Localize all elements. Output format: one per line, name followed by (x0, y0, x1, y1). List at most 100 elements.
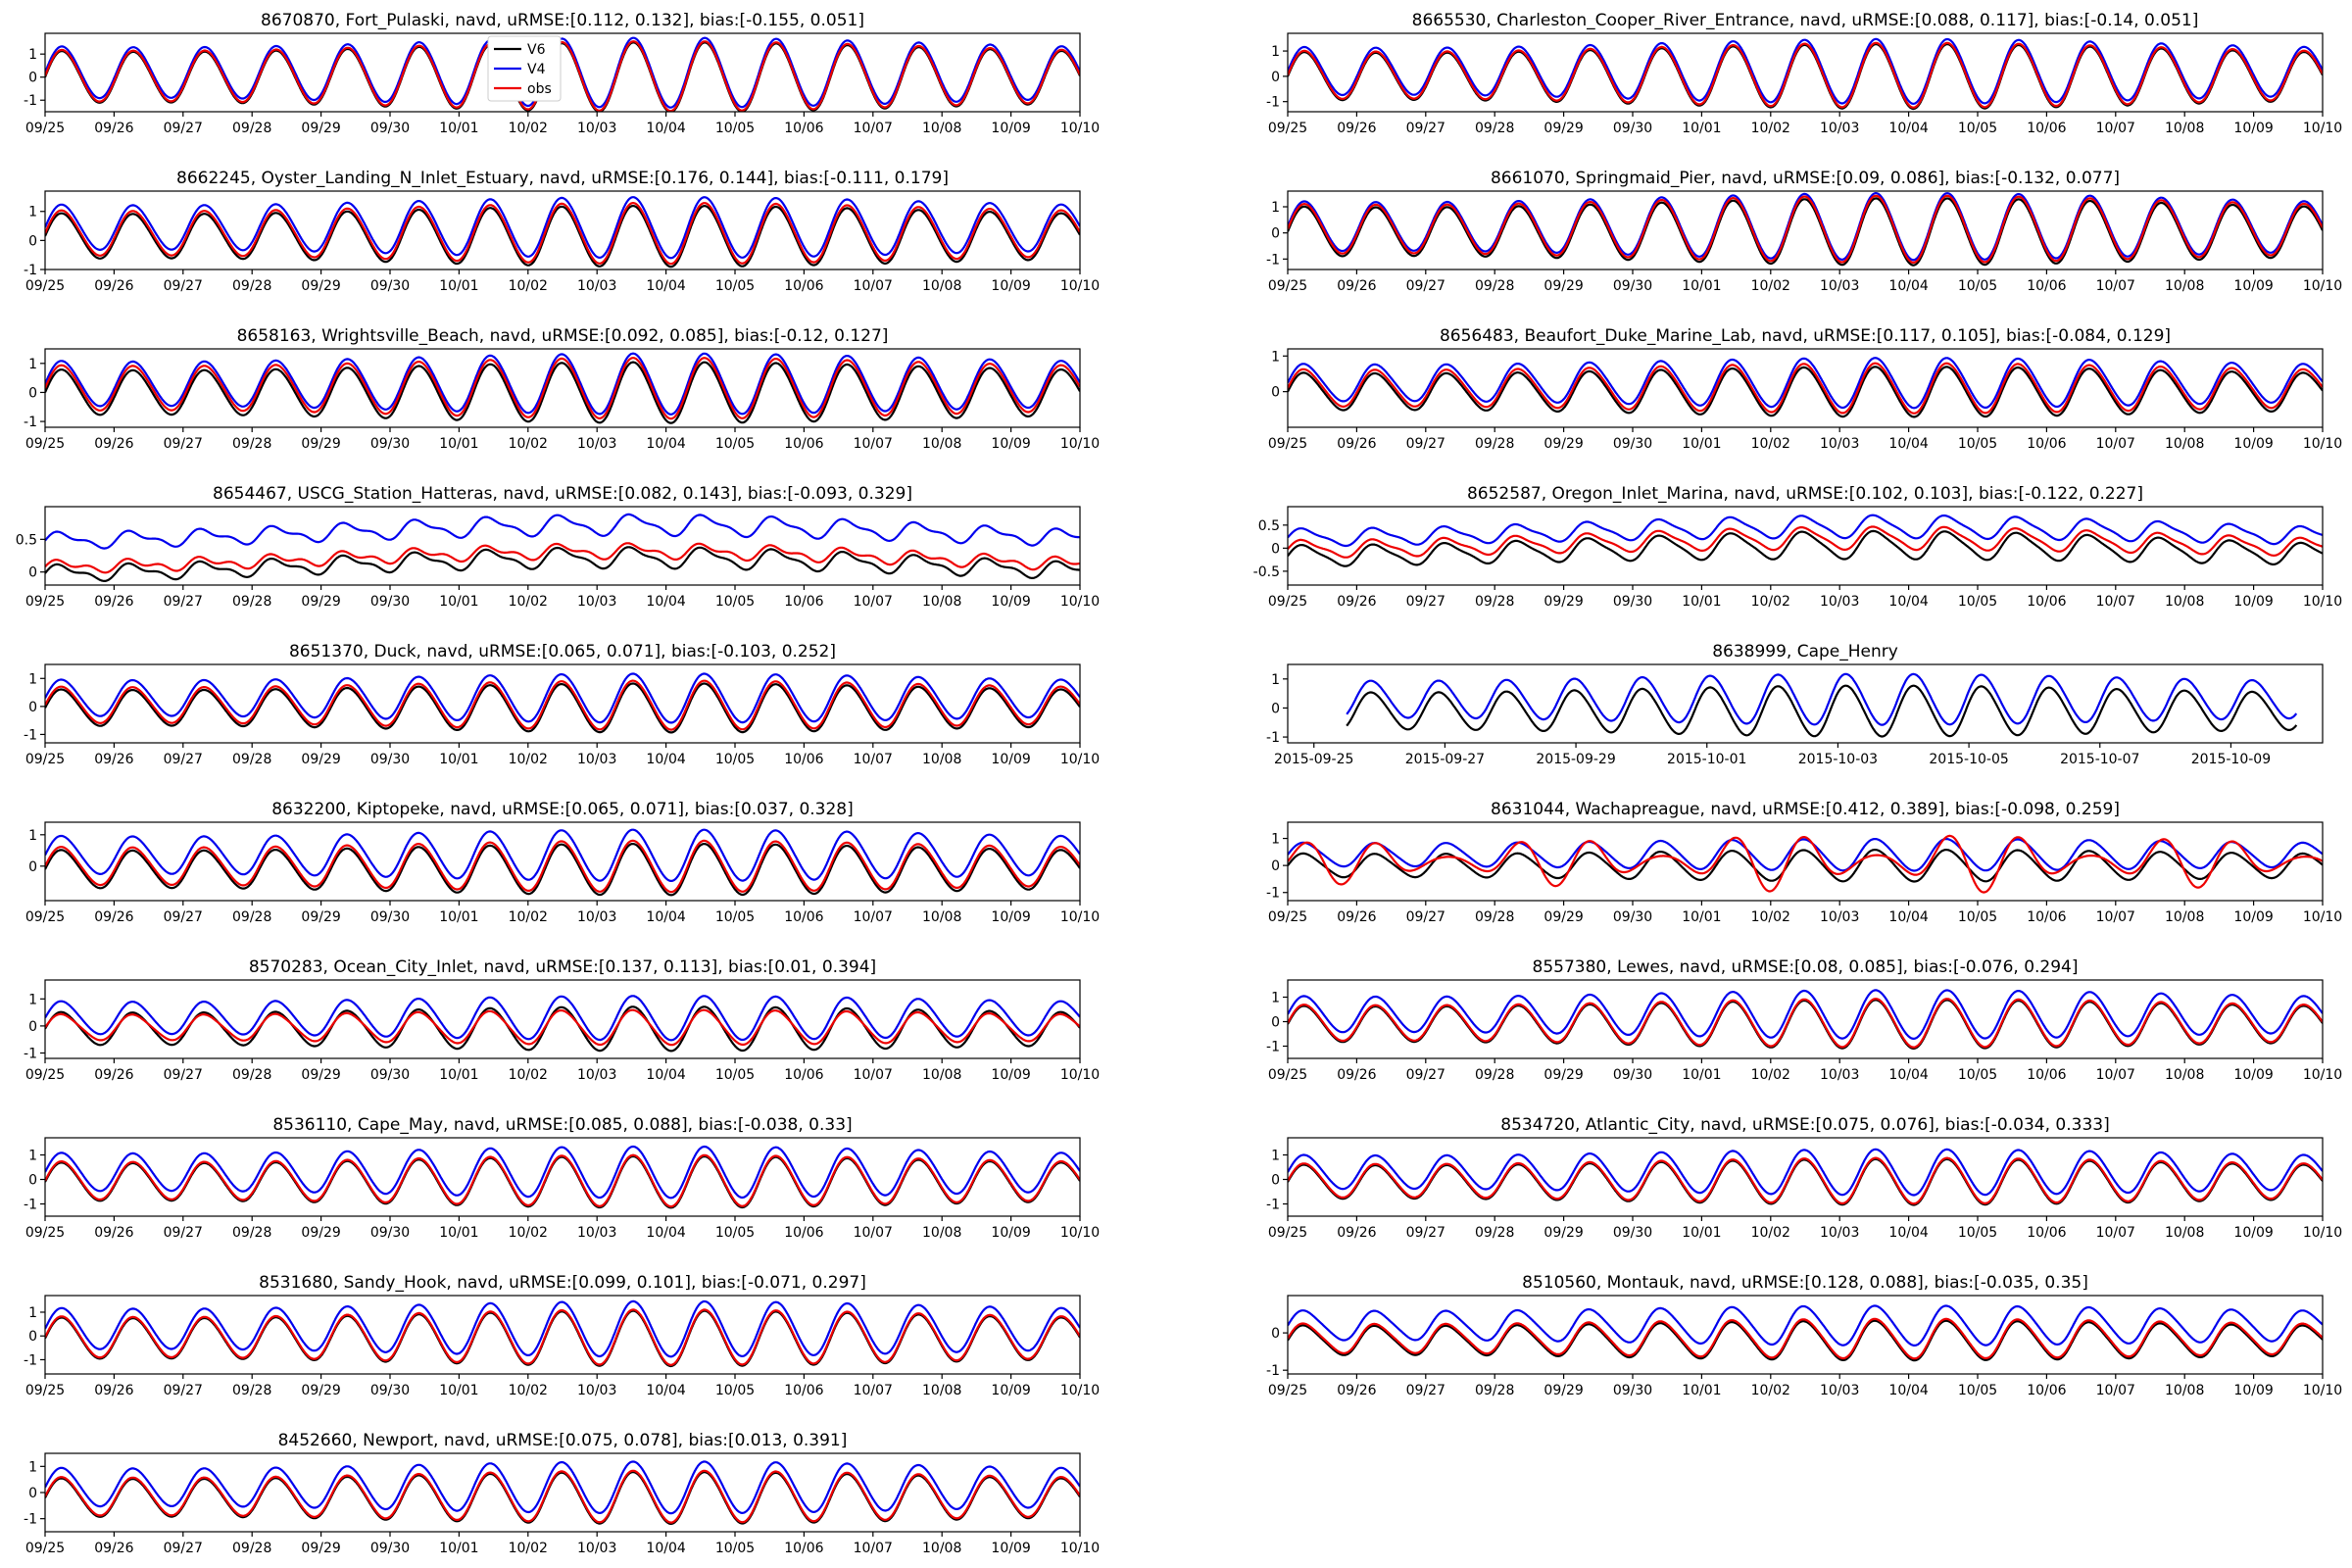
x-tick-label: 10/05 (1958, 1383, 1997, 1398)
y-tick-label: 0.5 (1258, 518, 1280, 534)
x-tick-label: 10/05 (715, 1541, 755, 1556)
y-tick-label: 1 (1271, 200, 1280, 216)
x-tick-label: 10/05 (715, 278, 755, 294)
x-tick-label: 09/28 (232, 121, 271, 136)
x-tick-label: 10/10 (1060, 594, 1100, 610)
x-tick-label: 10/06 (2027, 436, 2066, 452)
x-tick-label: 10/07 (854, 278, 893, 294)
x-tick-label: 09/30 (370, 594, 410, 610)
x-tick-label: 09/29 (1544, 1067, 1583, 1083)
x-tick-label: 10/04 (1888, 909, 1928, 925)
series-v6 (45, 842, 1080, 897)
x-tick-label: 09/28 (1475, 1383, 1514, 1398)
x-tick-label: 10/07 (854, 909, 893, 925)
x-tick-label: 10/02 (1751, 909, 1790, 925)
x-tick-label: 09/30 (1613, 436, 1652, 452)
x-tick-label: 10/02 (1751, 594, 1790, 610)
y-tick-label: 1 (28, 1305, 37, 1321)
panel-6: 8654467, USCG_Station_Hatteras, navd, uR… (16, 484, 1100, 610)
x-tick-label: 10/08 (922, 1541, 961, 1556)
x-tick-label: 10/03 (1820, 436, 1859, 452)
x-tick-label: 09/26 (94, 436, 133, 452)
x-tick-label: 10/08 (2165, 1067, 2204, 1083)
series-v6 (45, 205, 1080, 269)
x-tick-label: 10/01 (1682, 1225, 1721, 1241)
x-tick-label: 10/07 (2096, 909, 2135, 925)
x-tick-label: 10/08 (922, 121, 961, 136)
y-tick-label: 0 (1271, 385, 1280, 401)
x-tick-label: 10/03 (577, 1225, 616, 1241)
series-v6 (1346, 684, 2298, 738)
x-tick-label: 10/10 (1060, 121, 1100, 136)
x-tick-label: 09/27 (164, 909, 203, 925)
x-tick-label: 10/08 (2165, 594, 2204, 610)
x-tick-label: 10/02 (1751, 1067, 1790, 1083)
series-v4 (1346, 672, 2298, 726)
x-tick-label: 09/29 (301, 1067, 340, 1083)
x-tick-label: 10/06 (784, 1541, 823, 1556)
x-tick-label: 10/10 (1060, 1067, 1100, 1083)
series-obs (1288, 41, 2323, 109)
y-tick-label: -1 (1266, 886, 1280, 902)
x-tick-label: 09/26 (1337, 278, 1376, 294)
x-tick-label: 10/09 (991, 1067, 1030, 1083)
x-tick-label: 10/06 (2027, 1383, 2066, 1398)
x-tick-label: 2015-09-25 (1274, 752, 1353, 767)
x-tick-label: 10/09 (991, 594, 1030, 610)
y-tick-label: 0 (1271, 70, 1280, 85)
x-tick-label: 09/26 (1337, 1067, 1376, 1083)
x-tick-label: 10/05 (715, 1225, 755, 1241)
x-tick-label: 09/30 (370, 121, 410, 136)
axes-frame (1287, 348, 2324, 428)
panel-title: 8631044, Wachapreague, navd, uRMSE:[0.41… (1491, 800, 2120, 819)
y-tick-label: 0 (28, 1486, 37, 1501)
x-tick-label: 10/06 (2027, 1225, 2066, 1241)
series-v4 (1288, 514, 2323, 548)
x-tick-label: 10/01 (1682, 278, 1721, 294)
series-obs (45, 839, 1080, 894)
x-tick-label: 10/10 (1060, 1541, 1100, 1556)
series-v4 (1288, 37, 2323, 106)
x-tick-label: 10/10 (1060, 278, 1100, 294)
y-tick-label: 0 (28, 1173, 37, 1189)
x-tick-label: 10/01 (439, 278, 478, 294)
x-tick-label: 09/29 (301, 278, 340, 294)
y-tick-label: 1 (28, 357, 37, 372)
axes-frame (44, 506, 1081, 586)
x-tick-label: 10/08 (2165, 278, 2204, 294)
y-tick-label: 1 (1271, 991, 1280, 1006)
y-tick-label: -1 (1266, 1198, 1280, 1213)
x-tick-label: 10/05 (1958, 1225, 1997, 1241)
x-tick-label: 10/04 (646, 752, 685, 767)
x-tick-label: 09/28 (232, 909, 271, 925)
x-tick-label: 09/28 (232, 1067, 271, 1083)
panel-12: 8570283, Ocean_City_Inlet, navd, uRMSE:[… (24, 957, 1100, 1083)
panel-5: 8656483, Beaufort_Duke_Marine_Lab, navd,… (1268, 326, 2342, 452)
axes-frame (1287, 32, 2324, 113)
x-tick-label: 10/01 (1682, 909, 1721, 925)
x-tick-label: 10/05 (1958, 1067, 1997, 1083)
x-tick-label: 09/25 (1268, 1225, 1307, 1241)
x-tick-label: 10/06 (784, 436, 823, 452)
x-tick-label: 09/27 (164, 436, 203, 452)
x-tick-label: 10/06 (784, 1225, 823, 1241)
x-tick-label: 10/05 (715, 1067, 755, 1083)
x-tick-label: 09/27 (1406, 594, 1446, 610)
x-tick-label: 09/29 (301, 752, 340, 767)
x-tick-label: 10/01 (1682, 1067, 1721, 1083)
x-tick-label: 09/29 (301, 1541, 340, 1556)
axes-frame (1287, 190, 2324, 270)
series-v4 (45, 196, 1080, 260)
panel-14: 8536110, Cape_May, navd, uRMSE:[0.085, 0… (24, 1115, 1100, 1241)
series-v6 (1288, 1319, 2323, 1362)
x-tick-label: 10/02 (509, 436, 548, 452)
x-tick-label: 10/02 (1751, 1225, 1790, 1241)
panel-title: 8662245, Oyster_Landing_N_Inlet_Estuary,… (176, 169, 949, 188)
x-tick-label: 10/05 (715, 752, 755, 767)
x-tick-label: 10/06 (2027, 909, 2066, 925)
panel-9: 8638999, Cape_Henry 1 0 -1 2015-09-25 2015-09… (1266, 642, 2324, 767)
axes-frame (44, 979, 1081, 1059)
x-tick-label: 09/25 (25, 1383, 65, 1398)
x-tick-label: 10/01 (439, 436, 478, 452)
axes-frame (44, 663, 1081, 744)
